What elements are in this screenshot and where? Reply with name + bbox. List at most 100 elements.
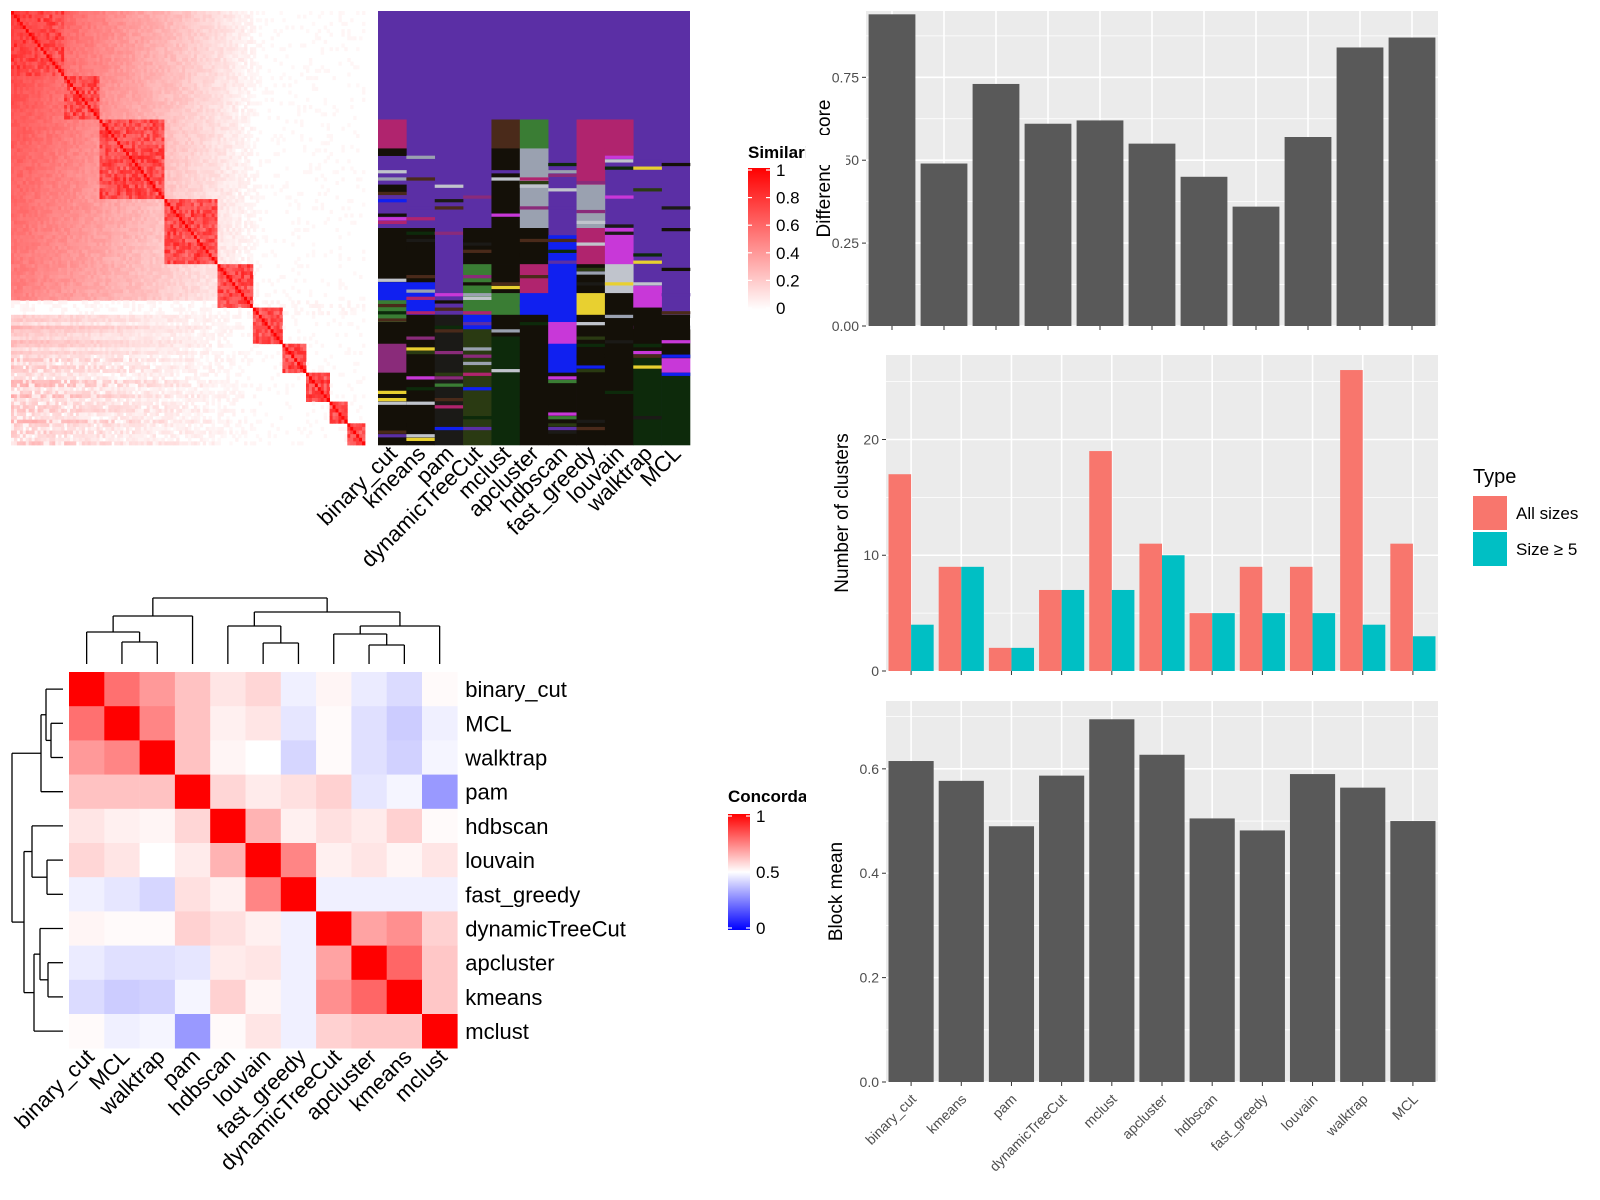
concordance-colorbar <box>728 814 750 930</box>
concordance-cell <box>174 740 211 775</box>
concordance-cell <box>104 945 140 981</box>
bar <box>1336 47 1384 326</box>
concordance-cell <box>139 740 176 775</box>
y-tick-label: 0.75 <box>832 69 859 85</box>
x-tick-label: apcluster <box>1119 1091 1171 1143</box>
concordance-legend-tick: 0.5 <box>756 863 780 882</box>
concordance-cell <box>69 843 105 878</box>
concordance-cell <box>139 979 176 1015</box>
concordance-cell <box>280 774 317 810</box>
concordance-cell <box>245 979 282 1015</box>
bar <box>1189 613 1213 671</box>
concordance-cell <box>69 1014 105 1049</box>
concordance-cell <box>210 1014 246 1049</box>
concordance-row-label: mclust <box>465 1019 529 1044</box>
concordance-cell <box>210 877 246 912</box>
x-tick-label: walktrap <box>1322 1091 1371 1140</box>
bar <box>1232 206 1280 326</box>
concordance-cell <box>210 706 246 741</box>
concordance-cell <box>386 706 423 741</box>
bar <box>1089 719 1135 1082</box>
bar <box>1089 451 1112 671</box>
concordance-cell <box>104 979 140 1015</box>
bar <box>911 624 934 671</box>
concordance-cell <box>386 808 423 844</box>
concordance-cell <box>316 945 352 981</box>
bar <box>1388 37 1436 326</box>
concordance-cell <box>316 877 352 912</box>
bar <box>1239 830 1285 1082</box>
similarity-legend-title: Similarity <box>748 143 825 162</box>
concordance-cell <box>351 843 387 878</box>
concordance-cell <box>280 911 317 946</box>
legend-title: Type <box>1473 466 1516 488</box>
x-tick-label: mclust <box>1080 1091 1120 1131</box>
bar <box>961 566 984 671</box>
legend-swatch <box>1473 532 1507 566</box>
concordance-cell <box>351 945 387 981</box>
concordance-row-label: fast_greedy <box>465 882 580 907</box>
bar <box>868 14 916 326</box>
concordance-cell <box>280 808 317 844</box>
concordance-cell <box>316 911 352 946</box>
similarity-legend: Similarity 1 0.8 0.6 0.4 0.2 0 <box>748 143 825 318</box>
concordance-cell <box>174 774 211 810</box>
concordance-cell <box>174 706 211 741</box>
concordance-cell <box>316 1014 352 1049</box>
x-tick-label: MCL <box>1389 1091 1421 1123</box>
concordance-cell <box>386 979 423 1015</box>
concordance-top-dendrogram <box>86 597 441 664</box>
bar <box>1076 120 1124 326</box>
y-tick-label: 0.00 <box>832 318 859 334</box>
y-axis-title: Block mean <box>826 842 847 941</box>
concordance-cell <box>139 877 176 912</box>
bar <box>1239 566 1263 671</box>
concordance-cell <box>280 979 317 1015</box>
concordance-cell <box>351 706 387 741</box>
concordance-cell <box>316 808 352 844</box>
concordance-cell <box>139 945 176 981</box>
concordance-cell <box>210 945 246 981</box>
concordance-cell <box>69 774 105 810</box>
concordance-cell <box>386 945 423 981</box>
concordance-cell <box>174 911 211 946</box>
concordance-cell <box>422 1014 458 1049</box>
concordance-cell <box>104 877 140 912</box>
bar <box>1289 774 1336 1082</box>
concordance-column-label: binary_cut <box>10 1044 99 1133</box>
concordance-cell <box>245 774 282 810</box>
concordance-cell <box>104 740 140 775</box>
bar <box>1180 176 1228 326</box>
concordance-cell <box>422 979 458 1015</box>
concordance-cell <box>316 979 352 1015</box>
bar <box>1262 613 1285 671</box>
bar <box>1111 589 1135 671</box>
concordance-cell <box>139 672 176 707</box>
concordance-cell <box>351 911 387 946</box>
concordance-row-label: binary_cut <box>465 677 567 702</box>
concordance-cell <box>69 945 105 981</box>
bar <box>988 826 1035 1082</box>
concordance-cell <box>422 774 458 810</box>
bar <box>938 780 984 1082</box>
y-tick-label: 0.6 <box>860 761 880 777</box>
x-tick-label: binary_cut <box>862 1091 919 1148</box>
bar <box>1312 613 1336 671</box>
concordance-cell <box>245 808 282 844</box>
bar <box>1039 775 1085 1082</box>
concordance-cell <box>316 672 352 707</box>
concordance-row-labels: binary_cut MCL walktrap pam hdbscan louvain fa… <box>464 677 626 1044</box>
concordance-cell <box>280 740 317 775</box>
concordance-cell <box>351 1014 387 1049</box>
y-tick-label: 0.25 <box>832 235 859 251</box>
bar <box>972 83 1020 326</box>
concordance-legend-tick: 0 <box>756 919 765 938</box>
similarity-legend-tick: 0.8 <box>776 189 800 208</box>
concordance-cell <box>174 945 211 981</box>
similarity-colorbar <box>748 168 770 310</box>
concordance-cell <box>210 843 246 878</box>
concordance-cell <box>386 911 423 946</box>
concordance-cell <box>422 672 458 707</box>
